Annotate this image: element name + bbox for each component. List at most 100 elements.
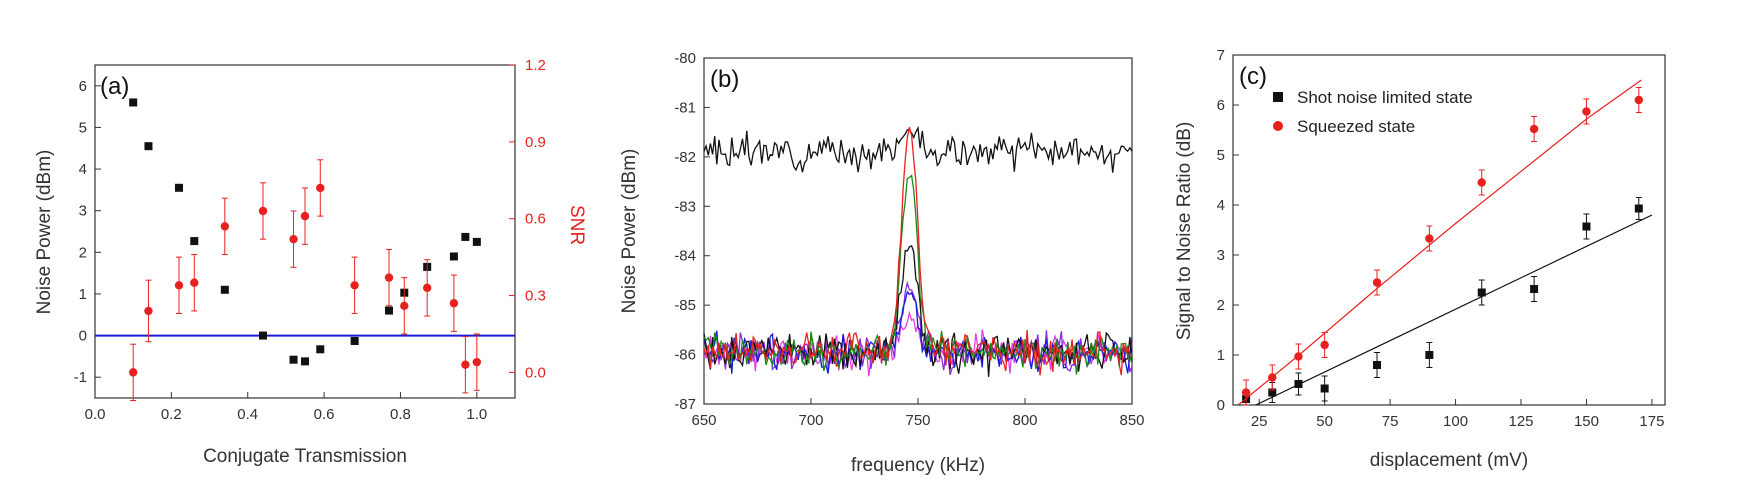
shot-noise-point [1530, 285, 1539, 293]
panel-c-ytick-label: 5 [1217, 147, 1225, 164]
panel-a-ytick-label: 1 [79, 286, 87, 303]
panel-a-ytick-label: 6 [79, 78, 87, 95]
panel-c-ytick-label: 3 [1217, 247, 1225, 264]
panel-a-xtick-label: 0.4 [237, 406, 258, 423]
snr-point [220, 222, 230, 231]
panel-b-ylabel: Noise Power (dBm) [619, 149, 640, 314]
panel-a-ytick-label: 0 [79, 328, 87, 345]
panel-c-ytick-label: 1 [1217, 347, 1225, 364]
panel-b-ytick-label: -87 [674, 396, 696, 413]
panel-c-xtick-label: 125 [1508, 413, 1533, 430]
panel-a-xtick-label: 0.2 [161, 406, 182, 423]
squeezed-point [1634, 95, 1644, 105]
snr-point [128, 368, 138, 377]
panel-c-marks [1237, 79, 1653, 406]
spectrum-trace-black [703, 125, 1133, 173]
panel-c-xtick-label: 75 [1382, 413, 1399, 430]
panel-a-xlabel: Conjugate Transmission [203, 446, 407, 467]
panel-b-xtick-label: 850 [1119, 412, 1144, 429]
noise-power-point [175, 183, 183, 192]
panel-c: 25 50 75 100 125 150 175 0 1 2 3 4 5 6 7 (c) displacem… [1174, 47, 1666, 471]
shot-noise-point [1320, 384, 1329, 393]
shot-noise-point [1582, 222, 1591, 231]
panel-a-ytick-label: 5 [79, 119, 87, 136]
panel-b-xtick-label: 700 [798, 412, 823, 429]
panel-a-right-ytick-label: 0.0 [525, 364, 546, 381]
legend-label-shot-noise: Shot noise limited state [1297, 88, 1473, 107]
panel-b-xtick-label: 650 [691, 412, 716, 429]
noise-power-point [449, 252, 458, 261]
panel-b-ytick-label: -83 [674, 198, 696, 215]
noise-power-point [289, 355, 298, 364]
panel-a: 0.0 0.2 0.4 0.6 0.8 1.0 -1 0 1 2 3 4 5 6 0.0 0.3 0.6 0.9 1… [34, 57, 587, 467]
panel-a-right-ytick-label: 1.2 [525, 57, 546, 74]
snr-point [384, 273, 394, 282]
panel-b-ytick-label: -84 [674, 248, 696, 265]
snr-point [289, 234, 298, 244]
snr-point [400, 301, 409, 310]
shot-noise-point [1373, 361, 1381, 369]
panel-a-frame [94, 64, 516, 399]
snr-point [316, 183, 325, 193]
panel-c-xtick-label: 50 [1316, 413, 1333, 430]
snr-point [258, 206, 268, 216]
squeezed-point [1477, 178, 1486, 187]
noise-power-point [129, 98, 138, 107]
squeezed-point [1320, 340, 1329, 350]
panel-a-label: (a) [100, 73, 129, 100]
panel-a-right-ytick-label: 0.3 [525, 288, 546, 305]
noise-power-point [385, 306, 393, 315]
panel-a-right-ytick-label: 0.6 [525, 211, 546, 228]
panel-c-xlabel: displacement (mV) [1370, 450, 1528, 471]
panel-c-xtick-label: 25 [1251, 413, 1268, 430]
panel-a-ytick-label: 4 [79, 161, 87, 178]
noise-power-point [220, 285, 229, 294]
panel-c-ytick-label: 7 [1217, 47, 1225, 64]
noise-power-point [472, 237, 481, 246]
snr-point [449, 299, 459, 308]
panel-b-ytick-label: -82 [674, 149, 696, 166]
panel-a-ytick-label: -1 [74, 369, 87, 386]
snr-point [422, 283, 432, 293]
panel-b-ytick-label: -80 [674, 50, 696, 67]
panel-a-right-ytick-label: 0.9 [525, 134, 546, 151]
panel-a-ticks: 0.0 0.2 0.4 0.6 0.8 1.0 -1 0 1 2 3 4 5 6 0.0 0.3 0.6 0.9 1… [74, 57, 546, 423]
shot-noise-point [1294, 380, 1303, 388]
snr-point [461, 360, 470, 369]
panel-c-xtick-label: 150 [1574, 413, 1599, 430]
panel-c-ytick-label: 2 [1217, 297, 1225, 314]
panel-c-ytick-label: 6 [1217, 97, 1225, 114]
panel-b-marks [703, 125, 1133, 377]
panel-c-legend: Shot noise limited state Squeezed state [1273, 88, 1473, 136]
panel-c-label: (c) [1239, 63, 1267, 90]
panel-b-ytick-label: -86 [674, 347, 696, 364]
panel-b-ytick-label: -85 [674, 297, 696, 314]
shot-noise-point [1634, 204, 1643, 213]
noise-power-point [144, 142, 153, 151]
shot-noise-fit-line [1254, 214, 1653, 405]
panel-a-xtick-label: 0.6 [314, 406, 335, 423]
squeezed-point [1241, 388, 1251, 397]
squeezed-point [1529, 124, 1539, 134]
panel-a-ytick-label: 3 [79, 203, 87, 220]
panel-b-xlabel: frequency (kHz) [851, 455, 985, 476]
shot-noise-point [1425, 351, 1434, 359]
spectrum-trace-blue [703, 290, 1133, 374]
snr-point [472, 357, 482, 367]
panel-b: 650 700 750 800 850-87-86-85-84-83-82-81-80 … [619, 50, 1145, 476]
squeezed-point [1294, 352, 1303, 361]
panel-b-ticks: 650 700 750 800 850 -87 -86 -85 -84 -83 -82 -81 -80 [674, 50, 1144, 429]
panel-b-xtick-label: 750 [905, 412, 930, 429]
squeezed-point [1425, 234, 1434, 243]
panel-a-xtick-label: 0.8 [390, 406, 411, 423]
panel-c-xtick-label: 175 [1639, 413, 1664, 430]
panel-c-xtick-label: 100 [1443, 413, 1468, 430]
panel-b-xtick-label: 800 [1012, 412, 1037, 429]
panel-c-ytick-label: 4 [1217, 197, 1225, 214]
noise-power-point [190, 237, 199, 246]
panel-a-marks [95, 98, 515, 402]
snr-point [350, 281, 359, 290]
shot-noise-point [1477, 288, 1486, 297]
panel-a-xtick-label: 0.0 [85, 406, 106, 423]
